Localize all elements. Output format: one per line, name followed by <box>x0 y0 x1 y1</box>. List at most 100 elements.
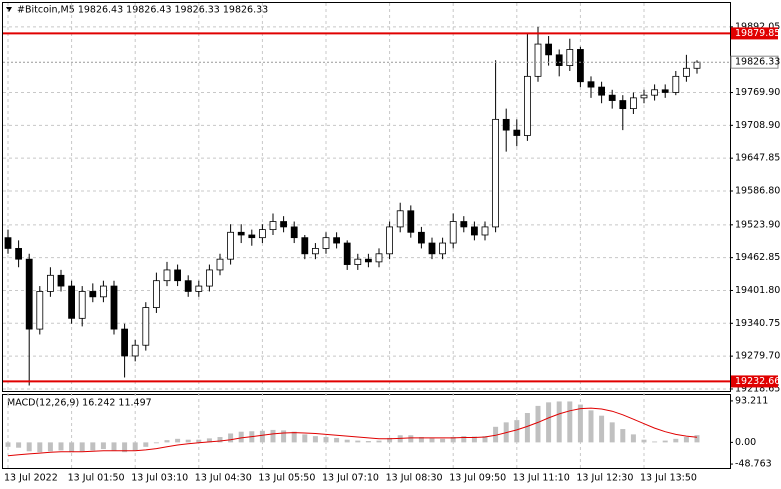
macd-bar <box>37 442 43 453</box>
macd-bar <box>376 440 382 443</box>
macd-bar <box>58 442 64 451</box>
macd-bar <box>90 442 96 451</box>
macd-title: MACD(12,26,9) 16.242 11.497 <box>7 398 152 409</box>
candle-body <box>290 226 298 239</box>
candle-body <box>375 253 383 263</box>
candle-body <box>121 328 128 357</box>
candle-body <box>227 231 235 260</box>
candle-body <box>57 274 65 287</box>
x-tick-label: 13 Jul 11:10 <box>513 473 570 484</box>
macd-bar <box>47 442 53 452</box>
x-tick-label: 13 Jul 01:50 <box>68 473 125 484</box>
candle-body <box>343 242 351 265</box>
macd-bar <box>16 442 22 448</box>
candle-body <box>502 118 510 131</box>
macd-bar <box>471 436 477 443</box>
macd-bar <box>355 440 361 443</box>
macd-bar <box>365 441 371 443</box>
x-tick-label: 13 Jul 13:50 <box>640 473 697 484</box>
macd-bar <box>69 442 75 453</box>
candle-body <box>131 344 139 357</box>
macd-bar <box>238 431 244 443</box>
candle-body <box>587 81 595 88</box>
macd-bar <box>662 440 668 443</box>
candle-body <box>174 269 182 282</box>
y-tick-label: 0.00 <box>735 437 756 448</box>
candle-body <box>354 258 362 265</box>
candle-body <box>640 94 648 99</box>
macd-bar <box>609 422 615 443</box>
macd-bar <box>673 438 679 443</box>
candle-body <box>78 291 86 319</box>
candle-body <box>460 221 468 228</box>
y-tick-label: 19769.90 <box>735 87 780 98</box>
y-tick-label: 19279.70 <box>735 351 780 362</box>
y-tick-label: 19401.80 <box>735 285 780 296</box>
candle-body <box>68 285 75 319</box>
hline-label: 19232.66 <box>735 376 780 387</box>
macd-bar <box>440 438 446 443</box>
candle-body <box>683 67 690 77</box>
macd-bar <box>450 437 456 443</box>
x-tick-label: 13 Jul 08:30 <box>386 473 443 484</box>
candle-body <box>216 258 224 271</box>
candle-body <box>396 210 404 228</box>
candle-body <box>449 221 457 244</box>
y-tick-label: 19647.85 <box>735 153 780 164</box>
macd-bar <box>79 442 85 452</box>
candle-body <box>25 258 33 330</box>
macd-bar <box>100 442 106 450</box>
macd-bar <box>387 437 393 443</box>
macd-bar <box>599 415 605 443</box>
macd-bar <box>217 437 223 443</box>
candle-body <box>693 61 701 69</box>
macd-bar <box>270 429 276 443</box>
candle-body <box>110 285 118 330</box>
x-tick-label: 13 Jul 07:10 <box>322 473 379 484</box>
candle-body <box>258 229 266 239</box>
main-frame <box>2 2 731 392</box>
candle-body <box>269 221 277 231</box>
macd-bar <box>429 438 435 443</box>
macd-bar <box>302 434 308 443</box>
y-tick-label: 19708.90 <box>735 120 780 131</box>
x-tick-label: 13 Jul 05:50 <box>258 473 315 484</box>
macd-bar <box>111 442 117 451</box>
menu-arrow[interactable] <box>6 7 12 12</box>
macd-bar <box>493 426 499 443</box>
candle-body <box>598 86 605 96</box>
candle-body <box>163 269 171 282</box>
candle-body <box>492 118 500 228</box>
bid-label: 19826.33 <box>735 57 780 68</box>
macd-frame <box>2 394 731 469</box>
candle-body <box>545 43 552 56</box>
candle-body <box>417 231 425 244</box>
macd-bar <box>5 442 11 447</box>
candle-body <box>481 226 489 236</box>
hline-label: 19879.85 <box>735 28 780 39</box>
candle-body <box>651 89 658 96</box>
y-tick-label: 19523.90 <box>735 219 780 230</box>
macd-bar <box>143 442 149 447</box>
macd-bar <box>630 434 636 443</box>
macd-bar <box>334 437 340 443</box>
candle-body <box>333 237 341 244</box>
candle-body <box>555 54 563 66</box>
macd-bar <box>281 430 287 443</box>
macd-bar <box>132 442 138 451</box>
macd-bar <box>652 441 658 443</box>
x-tick-label: 13 Jul 09:50 <box>449 473 506 484</box>
hline-label-box <box>731 27 778 40</box>
candle-body <box>248 234 256 239</box>
candle-body <box>152 280 160 308</box>
candle-body <box>205 269 213 287</box>
macd-bar <box>185 439 191 443</box>
candle-body <box>439 242 447 255</box>
macd-bar <box>312 436 318 443</box>
macd-bar <box>175 438 181 443</box>
y-tick-label: 19892.05 <box>735 21 780 32</box>
macd-bar <box>641 439 647 443</box>
candle-body <box>100 285 107 298</box>
macd-bar <box>546 402 552 443</box>
